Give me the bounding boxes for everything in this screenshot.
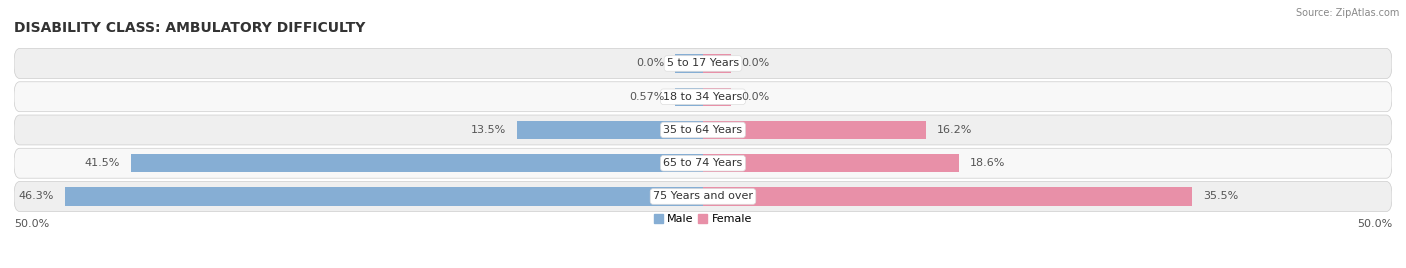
Text: 0.0%: 0.0% bbox=[741, 92, 770, 102]
Bar bbox=[703, 54, 731, 73]
FancyBboxPatch shape bbox=[14, 115, 1392, 145]
Text: 0.0%: 0.0% bbox=[741, 58, 770, 69]
Text: 75 Years and over: 75 Years and over bbox=[652, 191, 754, 202]
Bar bbox=[703, 88, 731, 106]
Bar bbox=[675, 54, 703, 73]
Text: 41.5%: 41.5% bbox=[84, 158, 120, 168]
Text: 0.57%: 0.57% bbox=[628, 92, 665, 102]
Text: 35 to 64 Years: 35 to 64 Years bbox=[664, 125, 742, 135]
Bar bbox=[675, 88, 703, 106]
FancyBboxPatch shape bbox=[14, 181, 1392, 211]
Text: 50.0%: 50.0% bbox=[1357, 219, 1392, 229]
Text: 65 to 74 Years: 65 to 74 Years bbox=[664, 158, 742, 168]
Text: 18.6%: 18.6% bbox=[970, 158, 1005, 168]
FancyBboxPatch shape bbox=[14, 148, 1392, 178]
Text: Source: ZipAtlas.com: Source: ZipAtlas.com bbox=[1295, 8, 1399, 18]
Bar bbox=[517, 121, 703, 139]
Text: 46.3%: 46.3% bbox=[18, 191, 53, 202]
Bar bbox=[703, 154, 959, 172]
Text: 13.5%: 13.5% bbox=[471, 125, 506, 135]
Text: DISABILITY CLASS: AMBULATORY DIFFICULTY: DISABILITY CLASS: AMBULATORY DIFFICULTY bbox=[14, 21, 366, 35]
Text: 18 to 34 Years: 18 to 34 Years bbox=[664, 92, 742, 102]
Text: 35.5%: 35.5% bbox=[1204, 191, 1239, 202]
Text: 16.2%: 16.2% bbox=[938, 125, 973, 135]
Text: 50.0%: 50.0% bbox=[14, 219, 49, 229]
Bar bbox=[703, 187, 1192, 206]
Bar bbox=[65, 187, 703, 206]
Text: 0.0%: 0.0% bbox=[636, 58, 665, 69]
Bar bbox=[703, 121, 927, 139]
Text: 5 to 17 Years: 5 to 17 Years bbox=[666, 58, 740, 69]
Bar bbox=[131, 154, 703, 172]
FancyBboxPatch shape bbox=[14, 82, 1392, 112]
Legend: Male, Female: Male, Female bbox=[650, 210, 756, 229]
FancyBboxPatch shape bbox=[14, 49, 1392, 79]
